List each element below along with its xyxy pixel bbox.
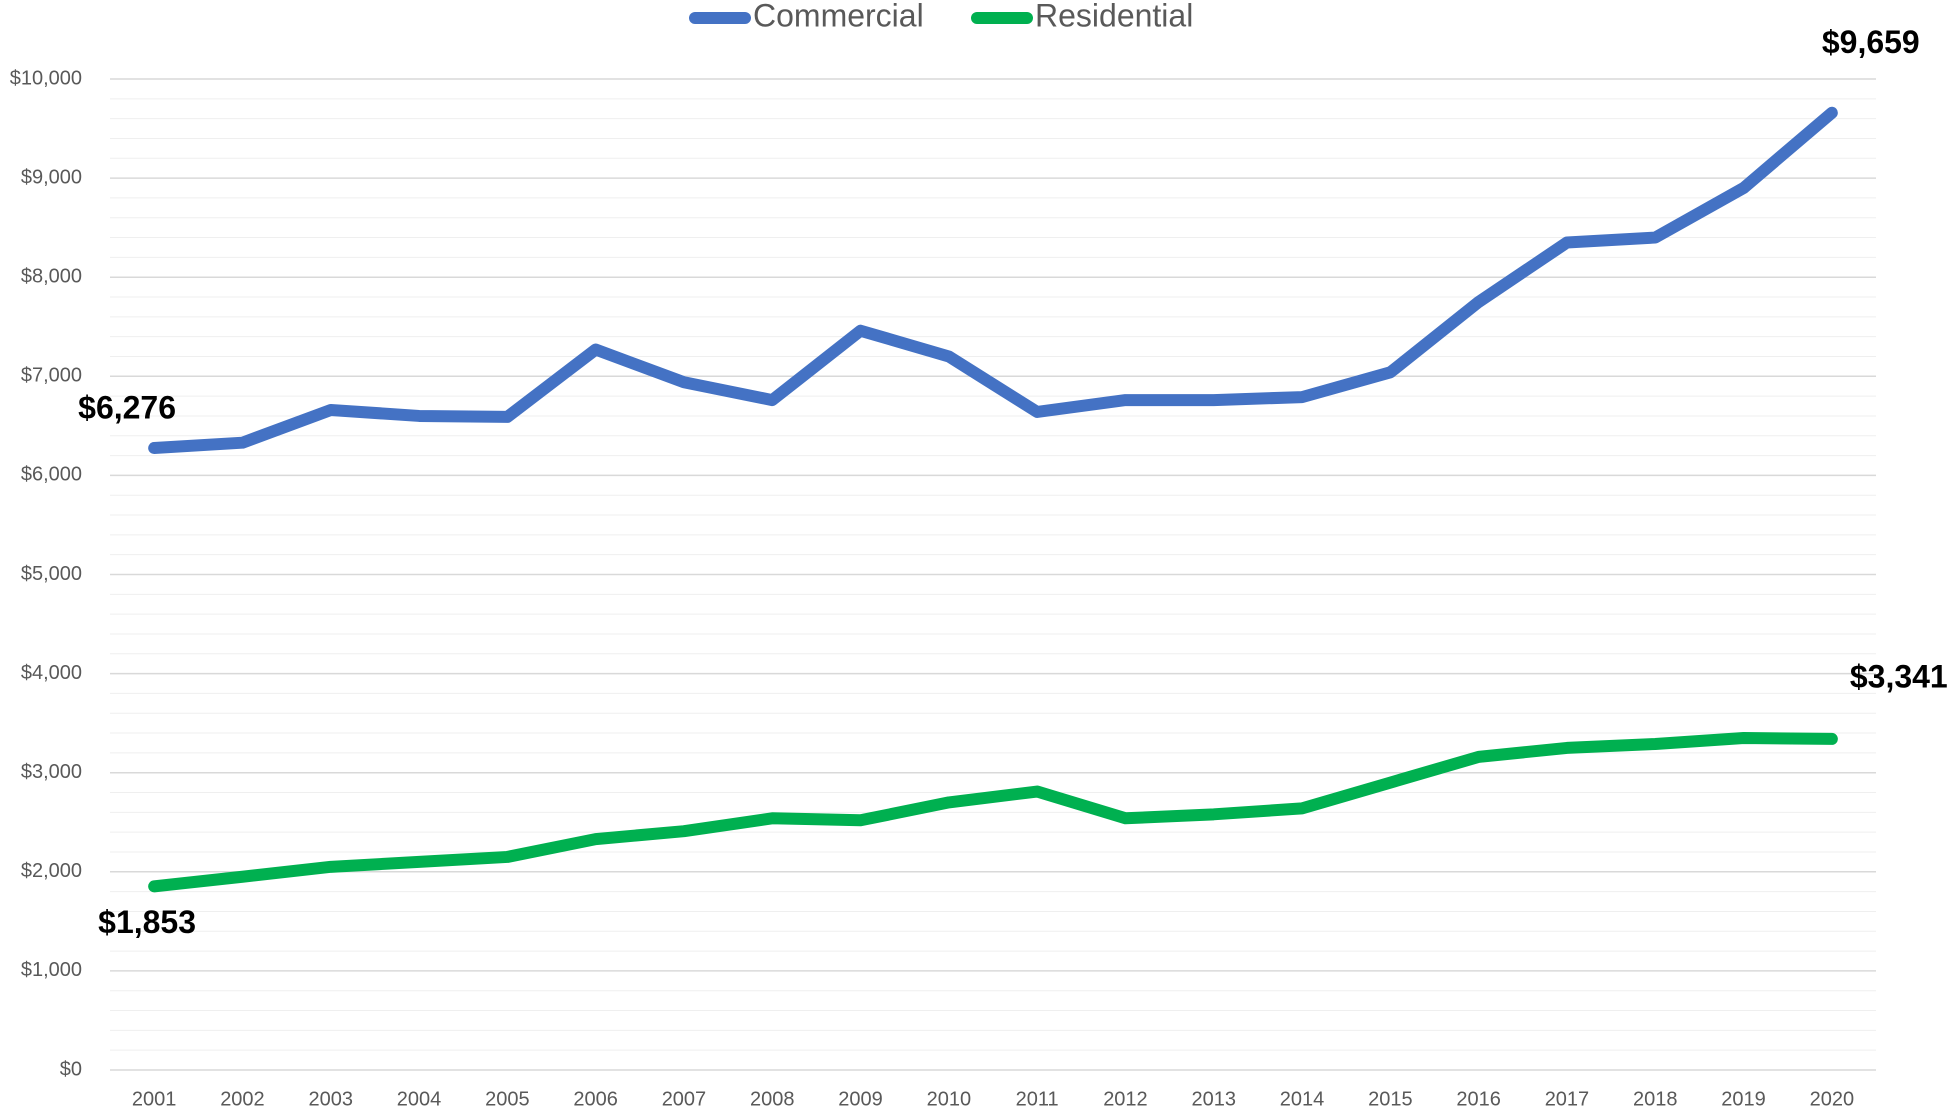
legend-label: Commercial xyxy=(753,0,924,33)
x-tick-label: 2014 xyxy=(1280,1088,1325,1110)
data-label: $6,276 xyxy=(78,390,176,426)
data-label: $1,853 xyxy=(98,904,196,940)
x-tick-label: 2008 xyxy=(750,1088,795,1110)
x-tick-label: 2001 xyxy=(132,1088,177,1110)
x-tick-label: 2005 xyxy=(485,1088,530,1110)
x-tick-label: 2013 xyxy=(1192,1088,1237,1110)
y-tick-label: $3,000 xyxy=(21,761,82,783)
y-tick-label: $4,000 xyxy=(21,662,82,684)
x-tick-label: 2002 xyxy=(220,1088,265,1110)
x-tick-label: 2019 xyxy=(1721,1088,1766,1110)
x-tick-label: 2004 xyxy=(397,1088,442,1110)
x-tick-label: 2017 xyxy=(1545,1088,1590,1110)
x-tick-label: 2007 xyxy=(662,1088,707,1110)
x-tick-label: 2018 xyxy=(1633,1088,1678,1110)
y-tick-label: $7,000 xyxy=(21,365,82,387)
y-tick-label: $9,000 xyxy=(21,166,82,188)
x-tick-label: 2012 xyxy=(1103,1088,1148,1110)
data-label: $3,341 xyxy=(1850,658,1948,694)
x-tick-label: 2016 xyxy=(1456,1088,1501,1110)
y-tick-label: $0 xyxy=(60,1058,82,1080)
y-tick-label: $5,000 xyxy=(21,563,82,585)
x-tick-label: 2006 xyxy=(573,1088,618,1110)
y-tick-label: $8,000 xyxy=(21,265,82,287)
y-tick-label: $2,000 xyxy=(21,860,82,882)
data-label: $9,659 xyxy=(1822,24,1920,60)
x-tick-label: 2010 xyxy=(927,1088,972,1110)
legend-label: Residential xyxy=(1035,0,1193,33)
y-tick-label: $10,000 xyxy=(10,67,82,89)
x-tick-label: 2015 xyxy=(1368,1088,1413,1110)
series-line xyxy=(148,106,1838,455)
series-line xyxy=(148,732,1838,893)
x-tick-label: 2011 xyxy=(1016,1088,1059,1110)
y-tick-label: $1,000 xyxy=(21,959,82,981)
x-tick-label: 2003 xyxy=(309,1088,354,1110)
x-tick-label: 2020 xyxy=(1810,1088,1855,1110)
x-tick-label: 2009 xyxy=(838,1088,883,1110)
y-tick-label: $6,000 xyxy=(21,464,82,486)
